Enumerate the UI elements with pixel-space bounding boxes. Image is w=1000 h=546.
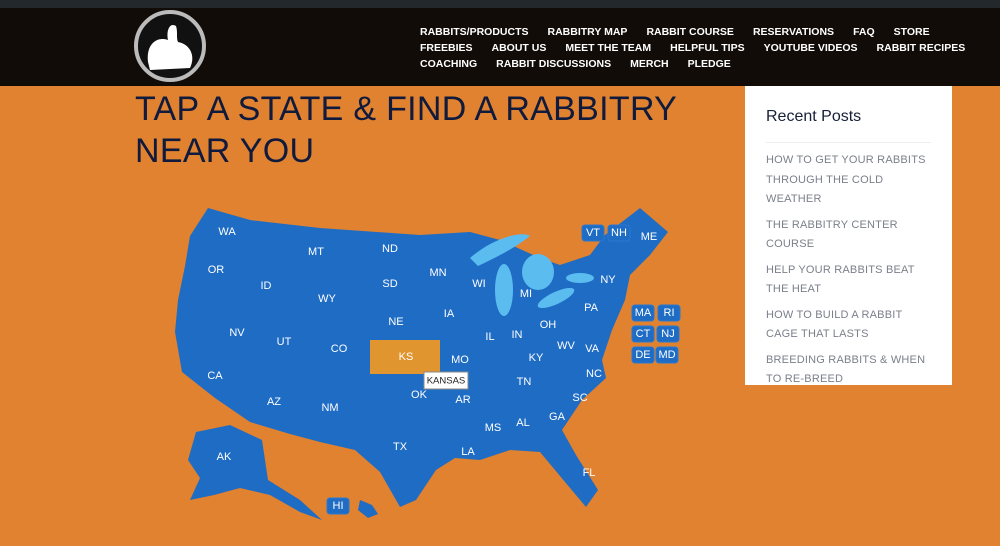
state-label[interactable]: WY bbox=[318, 293, 336, 305]
nav-link[interactable]: MEET THE TEAM bbox=[565, 42, 652, 54]
state-label[interactable]: NM bbox=[321, 402, 338, 414]
nav-link[interactable]: ABOUT US bbox=[491, 42, 547, 54]
post-link[interactable]: HELP YOUR RABBITS BEAT THE HEAT bbox=[766, 263, 915, 296]
state-label[interactable]: NJ bbox=[661, 328, 674, 340]
tooltip: KANSAS bbox=[423, 371, 469, 390]
state-button[interactable] bbox=[656, 325, 680, 343]
great-lakes bbox=[470, 234, 594, 316]
state-label[interactable]: NC bbox=[586, 368, 602, 380]
state-label[interactable]: MD bbox=[658, 349, 675, 361]
post-link[interactable]: HOW TO BUILD A RABBIT CAGE THAT LASTS bbox=[766, 308, 903, 341]
kansas[interactable] bbox=[370, 340, 440, 374]
state-label[interactable]: DE bbox=[635, 349, 650, 361]
state-label[interactable]: IA bbox=[444, 308, 455, 320]
state-label[interactable]: SD bbox=[382, 278, 397, 290]
nav-link[interactable]: RABBIT RECIPES bbox=[876, 42, 966, 54]
state-button[interactable] bbox=[631, 346, 655, 364]
nav-link[interactable]: PLEDGE bbox=[687, 58, 731, 70]
nav-link[interactable]: YOUTUBE VIDEOS bbox=[763, 42, 858, 54]
state-button[interactable] bbox=[655, 346, 679, 364]
state-label[interactable]: VT bbox=[586, 227, 600, 239]
state-label[interactable]: MO bbox=[451, 354, 469, 366]
state-label[interactable]: CA bbox=[207, 370, 223, 382]
state-button[interactable] bbox=[581, 224, 605, 242]
hawaii bbox=[358, 500, 378, 518]
state-label[interactable]: WV bbox=[557, 340, 575, 352]
state-label[interactable]: NH bbox=[611, 227, 627, 239]
state-label[interactable]: KY bbox=[529, 352, 544, 364]
state-button[interactable] bbox=[326, 497, 350, 515]
state-label[interactable]: VA bbox=[585, 343, 600, 355]
state-button[interactable] bbox=[631, 325, 655, 343]
state-label[interactable]: NE bbox=[388, 316, 403, 328]
state-label[interactable]: MS bbox=[485, 422, 502, 434]
state-label[interactable]: OH bbox=[540, 319, 557, 331]
tooltip-text: KANSAS bbox=[427, 376, 466, 387]
sidebar-title: Recent Posts bbox=[766, 108, 862, 125]
alaska bbox=[188, 425, 322, 520]
state-label[interactable]: WA bbox=[218, 226, 236, 238]
divider bbox=[766, 142, 931, 143]
state-label[interactable]: ID bbox=[261, 280, 272, 292]
state-label[interactable]: CO bbox=[331, 343, 348, 355]
state-label[interactable]: NV bbox=[229, 327, 245, 339]
state-label[interactable]: HI bbox=[333, 500, 344, 512]
logo bbox=[134, 10, 206, 82]
state-label[interactable]: WI bbox=[472, 278, 485, 290]
state-label[interactable]: UT bbox=[277, 336, 292, 348]
state-label[interactable]: ME bbox=[641, 231, 658, 243]
post-link[interactable]: BREEDING RABBITS & WHEN TO RE-BREED bbox=[766, 353, 926, 386]
nav-link[interactable]: COACHING bbox=[420, 58, 478, 70]
state-label[interactable]: TX bbox=[393, 441, 408, 453]
nav-row: COACHING RABBIT DISCUSSIONS MERCH PLEDGE bbox=[420, 56, 940, 72]
state-button[interactable] bbox=[631, 304, 655, 322]
state-label[interactable]: MA bbox=[635, 307, 652, 319]
state-label[interactable]: OK bbox=[411, 389, 428, 401]
nav-row: FREEBIES ABOUT US MEET THE TEAM HELPFUL TIP… bbox=[420, 40, 965, 56]
state-label[interactable]: FL bbox=[583, 467, 596, 479]
state-label[interactable]: SC bbox=[572, 392, 587, 404]
sidebar: Recent Posts HOW TO GET YOUR RABBITS THR… bbox=[745, 86, 952, 385]
state-label[interactable]: KS bbox=[399, 351, 414, 363]
state-button[interactable] bbox=[657, 304, 681, 322]
nav-link[interactable]: RESERVATIONS bbox=[752, 26, 835, 38]
admin-bar bbox=[0, 0, 1000, 8]
nav-link[interactable]: MERCH bbox=[630, 58, 669, 70]
nav-link[interactable]: FREEBIES bbox=[420, 42, 473, 54]
nav-link[interactable]: HELPFUL TIPS bbox=[670, 42, 745, 54]
nav-link[interactable]: RABBIT DISCUSSIONS bbox=[496, 58, 612, 70]
state-label[interactable]: NY bbox=[600, 274, 616, 286]
state-label[interactable]: PA bbox=[584, 302, 599, 314]
state-label[interactable]: MI bbox=[520, 288, 532, 300]
state-label[interactable]: IN bbox=[512, 329, 523, 341]
state-label[interactable]: CT bbox=[636, 328, 651, 340]
state-label[interactable]: IL bbox=[485, 331, 494, 343]
post-link[interactable]: THE RABBITRY CENTER COURSE bbox=[766, 218, 898, 251]
state-label[interactable]: TN bbox=[517, 376, 532, 388]
state-label[interactable]: RI bbox=[664, 307, 675, 319]
state-label[interactable]: ND bbox=[382, 243, 398, 255]
post-link[interactable]: HOW TO GET YOUR RABBITS THROUGH THE COLD… bbox=[766, 154, 926, 205]
state-label[interactable]: GA bbox=[549, 411, 566, 423]
state-button[interactable] bbox=[607, 224, 631, 242]
state-label[interactable]: AZ bbox=[267, 396, 281, 408]
nav-link[interactable]: RABBITRY MAP bbox=[547, 26, 628, 38]
nav-link[interactable]: STORE bbox=[893, 26, 930, 38]
post-list: HOW TO GET YOUR RABBITS THROUGH THE COLD… bbox=[766, 151, 931, 390]
state-label[interactable]: OR bbox=[208, 264, 225, 276]
nav-link[interactable]: RABBITS/PRODUCTS bbox=[420, 26, 529, 38]
nav-link[interactable]: FAQ bbox=[853, 26, 875, 38]
state-label[interactable]: MN bbox=[429, 267, 446, 279]
state-label[interactable]: AL bbox=[516, 417, 529, 429]
nav: RABBITS/PRODUCTS RABBITRY MAP RABBIT COURS… bbox=[420, 24, 965, 72]
state-label[interactable]: AK bbox=[217, 451, 232, 463]
state-label[interactable]: MT bbox=[308, 246, 324, 258]
page-title: TAP A STATE & FIND A RABBITRY NEAR YOU bbox=[135, 90, 677, 170]
nav-row: RABBITS/PRODUCTS RABBITRY MAP RABBIT COURS… bbox=[420, 24, 940, 40]
state-label[interactable]: LA bbox=[461, 446, 475, 458]
state-label[interactable]: AR bbox=[455, 394, 470, 406]
nav-link[interactable]: RABBIT COURSE bbox=[646, 26, 734, 38]
